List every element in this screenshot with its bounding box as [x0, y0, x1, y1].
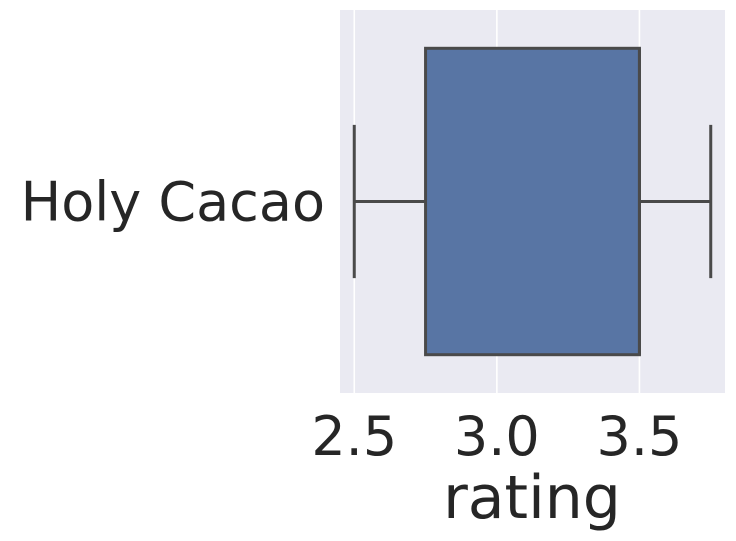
x-tick-labels: 2.5 3.0 3.5 — [311, 405, 682, 468]
box-iqr — [424, 46, 641, 357]
category-label: Holy Cacao — [21, 171, 325, 234]
category-labels: Holy Cacao — [21, 171, 325, 234]
x-tick-label: 3.0 — [454, 405, 540, 468]
x-axis-label: rating — [443, 463, 621, 533]
x-tick-label: 3.5 — [596, 405, 682, 468]
x-tick-label: 2.5 — [311, 405, 397, 468]
box-group — [352, 46, 713, 357]
